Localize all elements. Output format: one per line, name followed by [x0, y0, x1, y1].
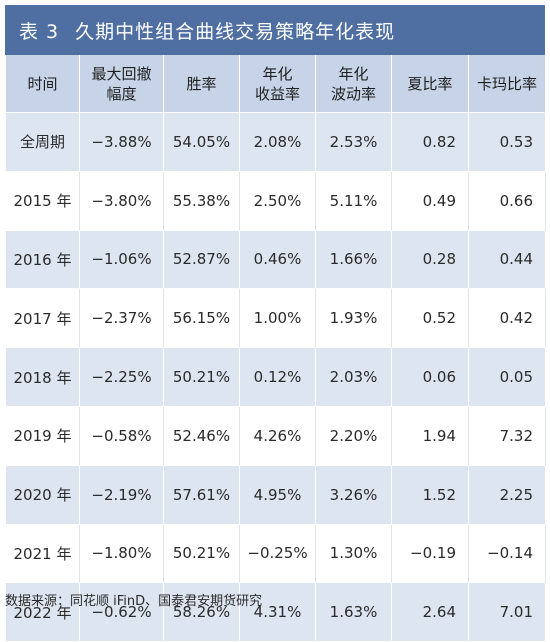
- table-cell-win-rate: 56.15%: [164, 289, 240, 349]
- table-title: 久期中性组合曲线交易策略年化表现: [75, 20, 396, 43]
- table-cell-time: 2017 年: [6, 289, 80, 349]
- table-cell-time: 2016 年: [6, 230, 80, 290]
- table-cell-annual-return: 0.46%: [240, 230, 316, 290]
- table-cell-time: 2019 年: [6, 406, 80, 466]
- table-cell-win-rate: 55.38%: [164, 171, 240, 231]
- table-cell-annual-return: −0.25%: [240, 524, 316, 584]
- table-cell-annual-return: 2.08%: [240, 113, 316, 172]
- table-cell-win-rate: 50.21%: [164, 524, 240, 584]
- table-body: 全周期 −3.88% 54.05% 2.08% 2.53% 0.82 0.53 2015 年 −…: [6, 113, 546, 642]
- table-cell-time: 2018 年: [6, 348, 80, 407]
- table-cell-sharpe: 1.94: [392, 406, 469, 466]
- table-cell-annual-volatility: 2.03%: [316, 348, 392, 407]
- page: 表 3 久期中性组合曲线交易策略年化表现 时间 最大回撤 幅度 胜率 年化 收益…: [5, 5, 546, 642]
- table-cell-calmar: 2.25: [469, 465, 546, 525]
- table-row: 2018 年 −2.25% 50.21% 0.12% 2.03% 0.06 0.05: [6, 348, 546, 407]
- table-cell-calmar: 0.42: [469, 289, 546, 349]
- table-cell-win-rate: 54.05%: [164, 113, 240, 172]
- header-cell-sharpe: 夏比率: [392, 55, 469, 113]
- header-cell-max-drawdown: 最大回撤 幅度: [80, 55, 164, 113]
- data-source-note: 数据来源：同花顺 iFinD、国泰君安期货研究: [5, 594, 263, 609]
- table-row: 2016 年 −1.06% 52.87% 0.46% 1.66% 0.28 0.44: [6, 230, 546, 290]
- table-cell-sharpe: 2.64: [392, 583, 469, 642]
- performance-table: 时间 最大回撤 幅度 胜率 年化 收益率 年化 波动率 夏比率 卡玛比率 全周期…: [5, 55, 546, 642]
- table-title-bar: 表 3 久期中性组合曲线交易策略年化表现: [5, 5, 545, 55]
- table-cell-annual-return: 4.26%: [240, 406, 316, 466]
- table-cell-time: 2020 年: [6, 465, 80, 525]
- table-cell-annual-volatility: 2.20%: [316, 406, 392, 466]
- table-cell-sharpe: 0.28: [392, 230, 469, 290]
- table-cell-time: 2015 年: [6, 171, 80, 231]
- table-cell-annual-volatility: 5.11%: [316, 171, 392, 231]
- table-cell-annual-volatility: 3.26%: [316, 465, 392, 525]
- table-cell-time: 全周期: [6, 113, 80, 172]
- header-cell-annual-volatility: 年化 波动率: [316, 55, 392, 113]
- table-cell-calmar: 0.44: [469, 230, 546, 290]
- table-header-row: 时间 最大回撤 幅度 胜率 年化 收益率 年化 波动率 夏比率 卡玛比率: [6, 55, 546, 113]
- table-cell-annual-volatility: 1.63%: [316, 583, 392, 642]
- header-cell-calmar: 卡玛比率: [469, 55, 546, 113]
- table-row: 2017 年 −2.37% 56.15% 1.00% 1.93% 0.52 0.42: [6, 289, 546, 349]
- table-cell-win-rate: 50.21%: [164, 348, 240, 407]
- table-cell-win-rate: 52.46%: [164, 406, 240, 466]
- table-cell-calmar: 7.01: [469, 583, 546, 642]
- table-cell-max-drawdown: −2.19%: [80, 465, 164, 525]
- table-cell-calmar: 0.05: [469, 348, 546, 407]
- table-cell-calmar: 0.53: [469, 113, 546, 172]
- header-cell-annual-return: 年化 收益率: [240, 55, 316, 113]
- table-cell-annual-return: 0.12%: [240, 348, 316, 407]
- table-cell-annual-return: 4.95%: [240, 465, 316, 525]
- header-cell-time: 时间: [6, 55, 80, 113]
- table-cell-annual-volatility: 2.53%: [316, 113, 392, 172]
- table-cell-time: 2021 年: [6, 524, 80, 584]
- table-row: 2019 年 −0.58% 52.46% 4.26% 2.20% 1.94 7.32: [6, 406, 546, 466]
- table-cell-max-drawdown: −3.88%: [80, 113, 164, 172]
- table-cell-max-drawdown: −2.25%: [80, 348, 164, 407]
- table-cell-sharpe: 1.52: [392, 465, 469, 525]
- table-cell-sharpe: −0.19: [392, 524, 469, 584]
- header-cell-win-rate: 胜率: [164, 55, 240, 113]
- table-cell-calmar: −0.14: [469, 524, 546, 584]
- table-row: 2015 年 −3.80% 55.38% 2.50% 5.11% 0.49 0.66: [6, 171, 546, 231]
- table-cell-annual-volatility: 1.93%: [316, 289, 392, 349]
- table-cell-max-drawdown: −3.80%: [80, 171, 164, 231]
- table-cell-annual-return: 1.00%: [240, 289, 316, 349]
- table-row: 2021 年 −1.80% 50.21% −0.25% 1.30% −0.19 −0.14: [6, 524, 546, 584]
- table-cell-annual-volatility: 1.30%: [316, 524, 392, 584]
- table-cell-annual-volatility: 1.66%: [316, 230, 392, 290]
- table-cell-sharpe: 0.82: [392, 113, 469, 172]
- table-cell-calmar: 0.66: [469, 171, 546, 231]
- table-row: 全周期 −3.88% 54.05% 2.08% 2.53% 0.82 0.53: [6, 113, 546, 172]
- table-cell-sharpe: 0.06: [392, 348, 469, 407]
- table-cell-sharpe: 0.52: [392, 289, 469, 349]
- table-row: 2020 年 −2.19% 57.61% 4.95% 3.26% 1.52 2.25: [6, 465, 546, 525]
- table-number: 表 3: [19, 20, 60, 43]
- table-cell-max-drawdown: −0.58%: [80, 406, 164, 466]
- table-cell-win-rate: 52.87%: [164, 230, 240, 290]
- table-cell-calmar: 7.32: [469, 406, 546, 466]
- table-cell-win-rate: 57.61%: [164, 465, 240, 525]
- table-cell-max-drawdown: −1.06%: [80, 230, 164, 290]
- table-cell-max-drawdown: −2.37%: [80, 289, 164, 349]
- table-cell-annual-return: 2.50%: [240, 171, 316, 231]
- table-cell-max-drawdown: −1.80%: [80, 524, 164, 584]
- table-cell-sharpe: 0.49: [392, 171, 469, 231]
